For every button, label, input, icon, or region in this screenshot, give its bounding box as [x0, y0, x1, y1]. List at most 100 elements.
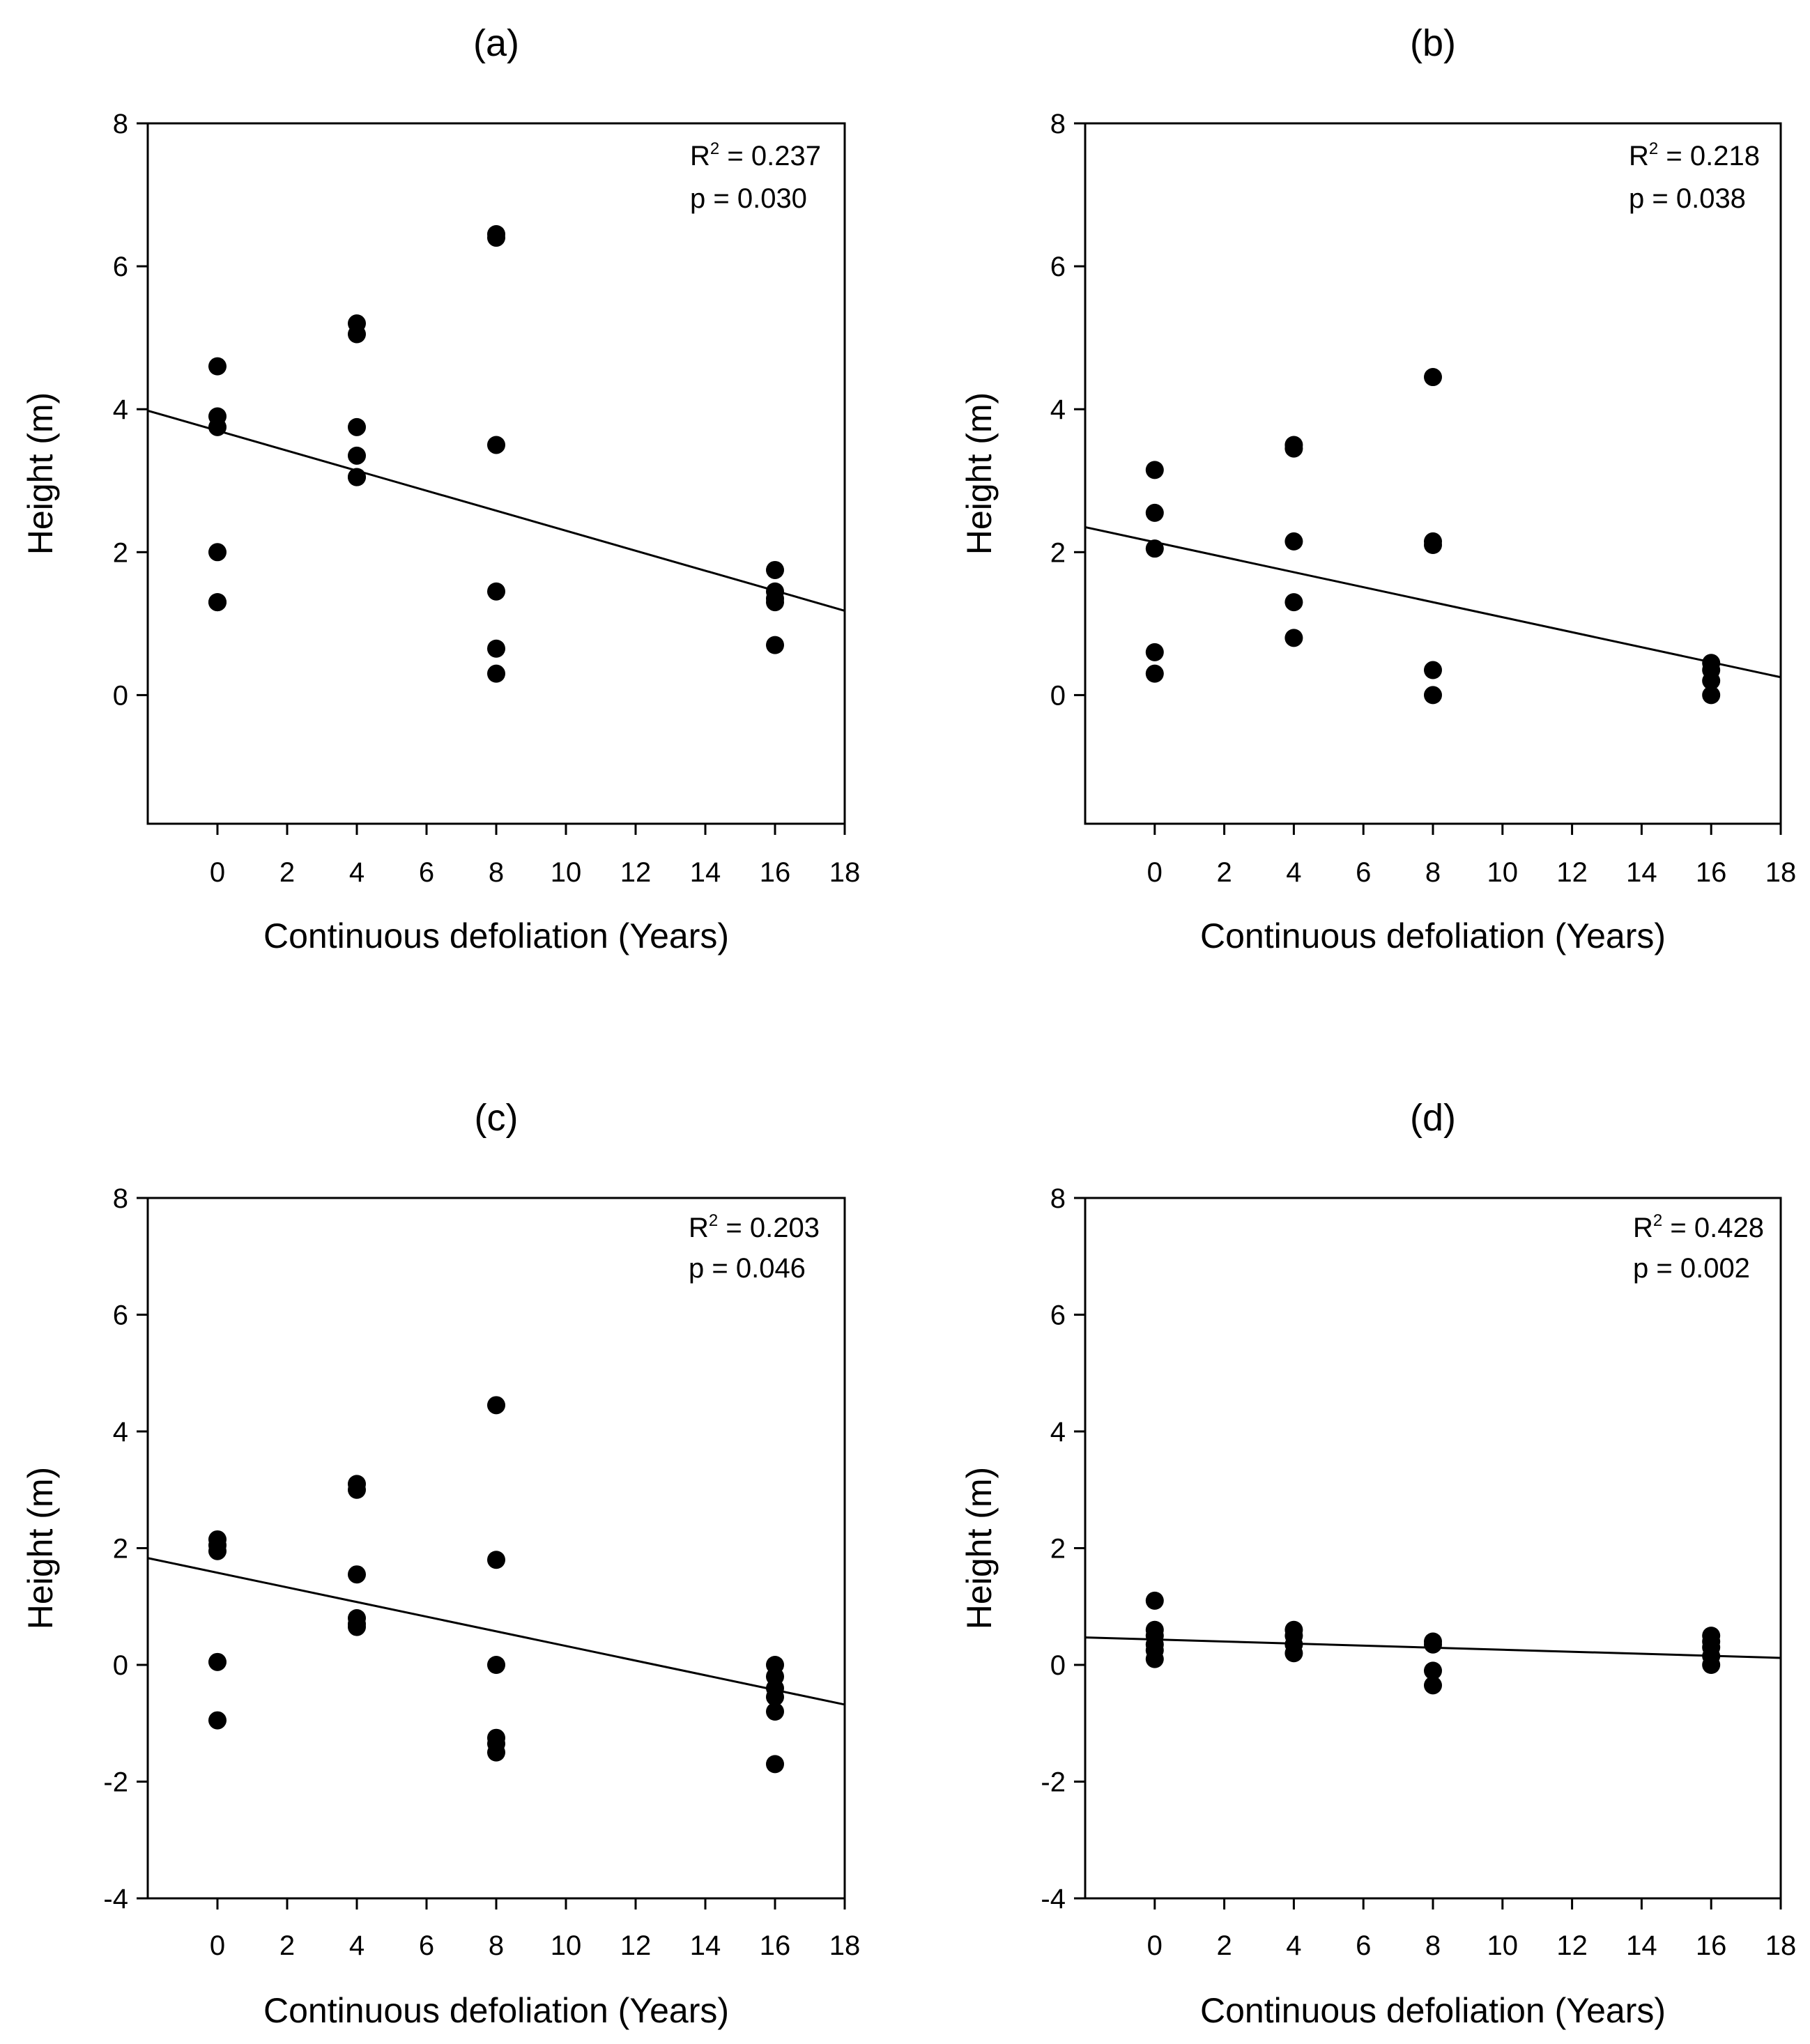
- data-point: [348, 1565, 366, 1584]
- y-tick-label: 2: [1050, 1534, 1066, 1565]
- x-tick-label: 6: [1356, 1930, 1371, 1961]
- data-point: [1284, 439, 1303, 458]
- y-tick-label: 4: [113, 1417, 128, 1447]
- data-point: [487, 582, 505, 601]
- y-axis-label: Height (m): [960, 392, 999, 555]
- y-tick-label: -4: [103, 1884, 128, 1914]
- data-point: [1702, 1656, 1721, 1674]
- panel-title: (b): [1410, 22, 1456, 64]
- x-tick-label: 0: [1147, 857, 1163, 888]
- plot-frame: [1084, 1197, 1782, 1900]
- y-axis-label: Height (m): [960, 1467, 999, 1629]
- data-point: [208, 593, 227, 612]
- data-point: [1145, 1591, 1164, 1610]
- x-tick-label: 12: [620, 1930, 652, 1961]
- data-point: [348, 1617, 366, 1636]
- x-tick-label: 6: [419, 1930, 434, 1961]
- x-tick-label: 2: [1216, 1930, 1232, 1961]
- regression-line: [147, 1557, 845, 1706]
- data-point: [487, 229, 505, 247]
- y-tick-label: 2: [1050, 537, 1066, 568]
- x-tick-label: 18: [1765, 857, 1797, 888]
- x-tick-label: 2: [279, 857, 295, 888]
- data-point: [1424, 1676, 1442, 1695]
- p-value-label: p = 0.038: [1629, 183, 1746, 214]
- data-point: [766, 1755, 784, 1774]
- data-point: [1284, 629, 1303, 647]
- data-point: [1145, 539, 1164, 558]
- data-point: [208, 543, 227, 562]
- data-point: [1702, 671, 1721, 690]
- y-axis-label: Height (m): [21, 1467, 60, 1629]
- x-tick-label: 16: [1696, 1930, 1727, 1961]
- x-tick-label: 4: [1286, 1930, 1301, 1961]
- x-tick-label: 6: [1356, 857, 1371, 888]
- y-tick-label: 6: [113, 1300, 128, 1331]
- x-tick-label: 18: [1765, 1930, 1797, 1961]
- data-point: [348, 446, 366, 465]
- panel-c: (c) 0 2 4 6 8 10 12 14 16 18 -4 -2 0 2 4 6 8 Continuous de…: [21, 1097, 860, 2030]
- y-tick-label: 8: [113, 1183, 128, 1214]
- data-point: [487, 1656, 505, 1674]
- data-point: [1702, 686, 1721, 705]
- y-tick-label: -2: [103, 1767, 128, 1798]
- x-tick-label: 14: [690, 857, 721, 888]
- data-point: [766, 560, 784, 579]
- r-squared-label: R2 = 0.428: [1633, 1211, 1764, 1243]
- x-tick-label: 4: [1286, 857, 1301, 888]
- x-tick-label: 14: [690, 1930, 721, 1961]
- y-tick-label: 6: [113, 252, 128, 282]
- x-tick-label: 8: [489, 857, 504, 888]
- x-tick-label: 10: [1487, 1930, 1519, 1961]
- data-point: [208, 1711, 227, 1730]
- x-tick-label: 0: [210, 857, 225, 888]
- x-axis-label: Continuous defoliation (Years): [1200, 1991, 1666, 2030]
- x-tick-label: 12: [620, 857, 652, 888]
- data-point: [1284, 532, 1303, 551]
- x-tick-label: 8: [1425, 1930, 1441, 1961]
- x-tick-label: 8: [489, 1930, 504, 1961]
- data-point: [1145, 664, 1164, 683]
- x-tick-label: 14: [1626, 857, 1657, 888]
- x-tick-label: 14: [1626, 1930, 1657, 1961]
- p-value-label: p = 0.046: [689, 1253, 806, 1284]
- x-tick-label: 18: [829, 1930, 861, 1961]
- x-tick-label: 16: [760, 857, 791, 888]
- panel-d: (d) 0 2 4 6 8 10 12 14 16 18 -4 -2 0 2 4 6 8 Continuous de…: [960, 1097, 1796, 2030]
- data-point: [487, 436, 505, 454]
- x-tick-label: 4: [349, 857, 365, 888]
- data-point: [348, 417, 366, 436]
- x-tick-label: 8: [1425, 857, 1441, 888]
- y-tick-label: 2: [113, 537, 128, 568]
- data-point: [487, 1743, 505, 1762]
- panel-title: (d): [1410, 1097, 1456, 1139]
- data-point: [1424, 661, 1442, 679]
- data-point: [208, 1542, 227, 1560]
- y-tick-label: 0: [1050, 1650, 1066, 1681]
- x-tick-label: 16: [1696, 857, 1727, 888]
- x-tick-label: 0: [210, 1930, 225, 1961]
- data-point: [1284, 593, 1303, 612]
- x-tick-label: 6: [419, 857, 434, 888]
- data-point: [1424, 368, 1442, 387]
- y-tick-label: 4: [1050, 394, 1066, 425]
- x-tick-label: 10: [1487, 857, 1519, 888]
- panel-title: (c): [475, 1097, 519, 1139]
- regression-line: [147, 409, 845, 612]
- p-value-label: p = 0.030: [690, 183, 807, 214]
- x-tick-label: 12: [1556, 1930, 1588, 1961]
- x-tick-label: 16: [760, 1930, 791, 1961]
- data-point: [1145, 643, 1164, 661]
- data-point: [1424, 536, 1442, 555]
- x-tick-label: 4: [349, 1930, 365, 1961]
- y-tick-label: 8: [1050, 109, 1066, 139]
- p-value-label: p = 0.002: [1633, 1253, 1750, 1284]
- y-tick-label: 2: [113, 1534, 128, 1565]
- r-squared-label: R2 = 0.218: [1629, 139, 1760, 171]
- y-tick-label: 6: [1050, 252, 1066, 282]
- data-point: [487, 664, 505, 683]
- data-point: [766, 1703, 784, 1721]
- y-tick-label: 8: [113, 109, 128, 139]
- data-point: [1145, 1650, 1164, 1668]
